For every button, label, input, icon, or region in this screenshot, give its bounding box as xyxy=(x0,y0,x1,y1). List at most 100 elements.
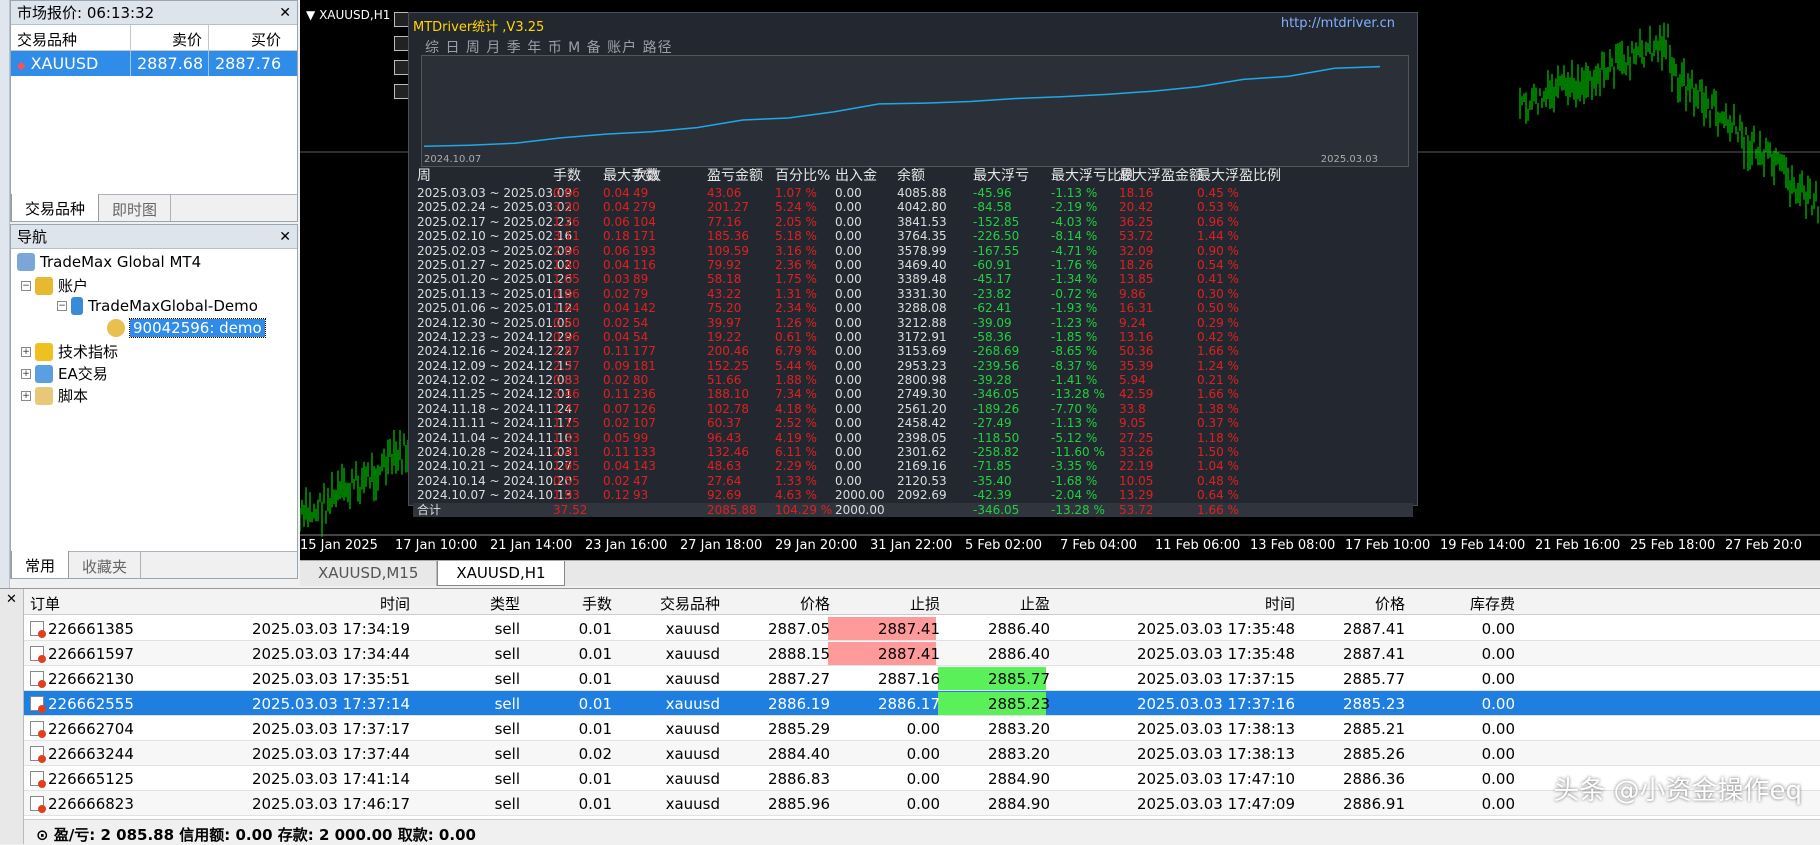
history-cell: sell xyxy=(494,695,520,713)
tree-account-demo[interactable]: 90042596: demo xyxy=(107,318,266,338)
stats-cell: 2024.10.28 ~ 2024.11.03 xyxy=(417,445,573,460)
col-bid[interactable]: 卖价 xyxy=(131,25,209,50)
expand-icon[interactable]: + xyxy=(21,368,31,379)
stats-cell: 10.05 xyxy=(1119,473,1154,488)
tree-scripts[interactable]: + 脚本 xyxy=(21,386,89,405)
mtdriver-stats-panel: MTDriver统计 ,V3.25 http://mtdriver.cn 综 日… xyxy=(408,12,1418,517)
close-icon[interactable]: ✕ xyxy=(279,4,291,21)
stats-cell: 2024.11.18 ~ 2024.11.24 xyxy=(417,401,573,416)
tree-server[interactable]: − TradeMaxGlobal-Demo xyxy=(57,297,258,315)
col-ask[interactable]: 买价 xyxy=(250,31,281,49)
tab-symbols[interactable]: 交易品种 xyxy=(11,194,100,221)
stats-cell: 2561.20 xyxy=(897,401,947,416)
tree-accounts[interactable]: − 账户 xyxy=(21,276,89,295)
stats-cell: 4042.80 xyxy=(897,200,947,215)
expert-icon xyxy=(35,364,53,383)
history-cell: 0.01 xyxy=(578,695,612,713)
history-cell: sell xyxy=(494,745,520,763)
stats-cell: 143 xyxy=(633,459,656,474)
terminal-column-header[interactable]: 手数 xyxy=(581,595,612,613)
stats-cell: -1.85 % xyxy=(1051,329,1098,344)
expand-icon[interactable]: + xyxy=(21,346,31,357)
stats-cell: 152.25 xyxy=(707,358,749,373)
stats-cell: 1.66 % xyxy=(1197,387,1239,402)
history-cell: 2886.40 xyxy=(987,620,1050,638)
tab-common[interactable]: 常用 xyxy=(11,551,70,578)
col-symbol[interactable]: 交易品种 xyxy=(11,25,131,50)
tab-favorites[interactable]: 收藏夹 xyxy=(69,552,142,578)
terminal-column-header[interactable]: 时间 xyxy=(1264,595,1295,613)
stats-cell: 0.00 xyxy=(835,301,862,316)
stats-cell: 1.65 xyxy=(553,459,580,474)
market-watch-titlebar: 市场报价: 06:13:32 ✕ xyxy=(11,1,297,25)
history-row[interactable]: 226662704 2025.03.03 17:37:17 sell 0.01 xauu… xyxy=(24,716,1820,741)
stats-cell: -60.91 xyxy=(973,257,1012,272)
time-axis-label: 15 Jan 2025 xyxy=(300,538,378,553)
history-cell: 2025.03.03 17:47:09 xyxy=(1136,795,1295,813)
tree-root[interactable]: TradeMax Global MT4 xyxy=(17,253,201,271)
stats-cell: 47 xyxy=(633,473,649,488)
tool-icon[interactable] xyxy=(394,60,409,75)
stats-cell: 36.25 xyxy=(1119,214,1154,229)
stats-cell: 0.61 % xyxy=(775,329,817,344)
tab-xauusd-h1[interactable]: XAUUSD,H1 xyxy=(437,561,565,586)
stats-cell: 104 xyxy=(633,214,656,229)
stats-cell: 2.52 % xyxy=(775,416,817,431)
tree-indicators[interactable]: + 技术指标 xyxy=(21,342,119,361)
tree-experts[interactable]: + EA交易 xyxy=(21,364,108,383)
close-icon[interactable]: ✕ xyxy=(279,228,291,245)
stats-cell: 99 xyxy=(633,430,649,445)
stats-cell: 200.46 xyxy=(707,344,749,359)
terminal-column-header[interactable]: 类型 xyxy=(489,595,520,613)
stats-header-cell: 周 xyxy=(417,168,431,184)
stats-cell: 109.59 xyxy=(707,243,749,258)
history-cell: 0.00 xyxy=(906,770,940,788)
stats-row: 2024.12.16 ~ 2024.12.22 2.87 0.11 177 200.46… xyxy=(413,344,1413,358)
stats-cell: 193 xyxy=(633,243,656,258)
history-row[interactable]: 226662555 2025.03.03 17:37:14 sell 0.01 xauu… xyxy=(24,691,1820,716)
tool-icon[interactable] xyxy=(394,12,409,27)
stats-row: 2024.11.25 ~ 2024.12.01 3.46 0.11 236 188.10… xyxy=(413,387,1413,401)
stats-cell: 0.41 % xyxy=(1197,272,1239,287)
stats-cell: 1.66 % xyxy=(1197,502,1239,517)
terminal-column-header[interactable]: 价格 xyxy=(799,595,830,613)
tab-tick-chart[interactable]: 即时图 xyxy=(99,195,172,221)
stats-cell: 2.41 xyxy=(553,445,580,460)
history-cell: 2884.90 xyxy=(987,770,1050,788)
terminal-column-header[interactable]: 订单 xyxy=(30,595,61,613)
history-row[interactable]: 226666823 2025.03.03 17:46:17 sell 0.01 xauu… xyxy=(24,791,1820,816)
stats-period-tabs[interactable]: 综 日 周 月 季 年 币 M 备 账户 路径 xyxy=(425,40,673,56)
history-row[interactable]: 226663244 2025.03.03 17:37:44 sell 0.02 xauu… xyxy=(24,741,1820,766)
tool-icon[interactable] xyxy=(394,36,409,51)
collapse-icon[interactable]: − xyxy=(57,301,67,311)
terminal-column-header[interactable]: 时间 xyxy=(379,595,410,613)
stats-url[interactable]: http://mtdriver.cn xyxy=(1280,16,1395,31)
sl-hit-highlight xyxy=(828,642,936,665)
history-cell: sell xyxy=(494,770,520,788)
stats-cell: 43.22 xyxy=(707,286,742,301)
terminal-column-header[interactable]: 交易品种 xyxy=(659,595,720,613)
terminal-column-header[interactable]: 止损 xyxy=(909,595,940,613)
collapse-icon[interactable]: − xyxy=(21,280,31,291)
close-icon[interactable]: ✕ xyxy=(6,592,17,607)
help-icon[interactable] xyxy=(394,84,409,99)
history-row[interactable]: 226665125 2025.03.03 17:41:14 sell 0.01 xauu… xyxy=(24,766,1820,791)
tab-xauusd-m15[interactable]: XAUUSD,M15 xyxy=(300,561,438,586)
terminal-column-header[interactable]: 止盈 xyxy=(1019,595,1050,613)
history-row[interactable]: 226661385 2025.03.03 17:34:19 sell 0.01 xauu… xyxy=(24,616,1820,641)
terminal-column-header[interactable]: 库存费 xyxy=(1469,595,1515,613)
stats-cell: -0.72 % xyxy=(1051,286,1098,301)
history-row[interactable]: 226661597 2025.03.03 17:34:44 sell 0.01 xauu… xyxy=(24,641,1820,666)
stats-cell: 0.00 xyxy=(835,214,862,229)
stats-cell: 2024.10.07 ~ 2024.10.13 xyxy=(417,488,573,503)
stats-cell: -268.69 xyxy=(973,344,1020,359)
history-cell: 2025.03.03 17:38:13 xyxy=(1136,745,1295,763)
history-row[interactable]: 226662130 2025.03.03 17:35:51 sell 0.01 xauu… xyxy=(24,666,1820,691)
terminal-column-header[interactable]: 价格 xyxy=(1374,595,1405,613)
expand-icon[interactable]: + xyxy=(21,390,31,401)
stats-cell: 0.54 % xyxy=(1197,257,1239,272)
stats-cell: 1.66 % xyxy=(1197,344,1239,359)
market-watch-row[interactable]: ◆ XAUUSD 2887.68 2887.76 xyxy=(11,51,297,76)
navigator-titlebar: 导航 ✕ xyxy=(11,225,297,249)
stats-cell: 33.8 xyxy=(1119,401,1146,416)
